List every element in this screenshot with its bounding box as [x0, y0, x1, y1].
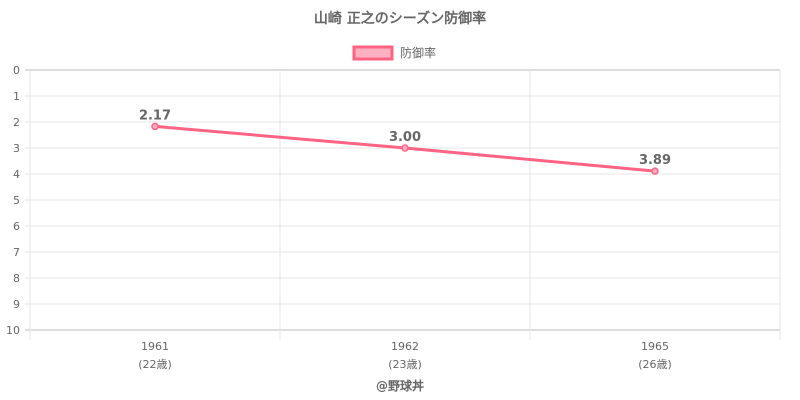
- data-point: [401, 144, 409, 152]
- legend-label: 防御率: [400, 45, 436, 60]
- x-tick-label: 1965: [641, 340, 669, 353]
- footer-credit: @野球丼: [376, 378, 424, 393]
- y-tick-label: 6: [13, 220, 20, 233]
- y-tick-label: 1: [13, 90, 20, 103]
- data-label: 2.17: [139, 108, 171, 123]
- x-tick-sublabel: (26歳): [638, 358, 672, 371]
- x-tick-label: 1962: [391, 340, 419, 353]
- legend-swatch: [352, 45, 394, 61]
- y-tick-label: 5: [13, 194, 20, 207]
- y-tick-label: 10: [6, 324, 20, 337]
- data-label: 3.00: [389, 130, 421, 145]
- x-tick-sublabel: (22歳): [138, 358, 172, 371]
- y-tick-label: 3: [13, 142, 20, 155]
- y-tick-label: 4: [13, 168, 20, 181]
- y-tick-label: 9: [13, 298, 20, 311]
- chart-title: 山崎 正之のシーズン防御率: [314, 10, 486, 27]
- x-tick-sublabel: (23歳): [388, 358, 422, 371]
- data-label: 3.89: [639, 153, 671, 168]
- data-point: [651, 167, 659, 175]
- y-tick-label: 2: [13, 116, 20, 129]
- x-tick-label: 1961: [141, 340, 169, 353]
- legend[interactable]: 防御率: [352, 45, 436, 61]
- y-tick-label: 7: [13, 246, 20, 259]
- y-tick-label: 0: [13, 64, 20, 77]
- y-tick-label: 8: [13, 272, 20, 285]
- data-point: [151, 122, 159, 131]
